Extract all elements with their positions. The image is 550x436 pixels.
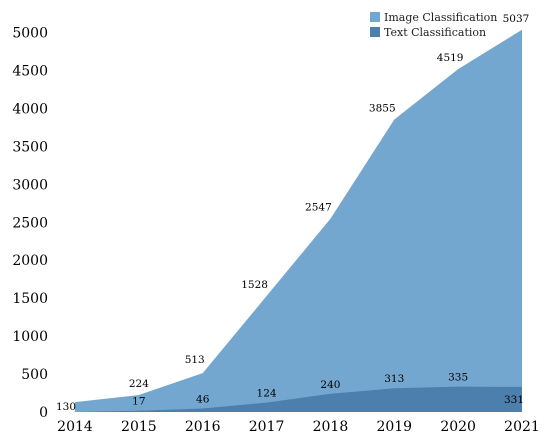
x-tick-label: 2019	[376, 419, 412, 435]
area-series-text-classification	[75, 386, 522, 412]
y-tick-label: 500	[21, 367, 48, 383]
y-tick-label: 2500	[12, 215, 48, 231]
chart-areas	[75, 29, 522, 413]
chart-axes: 0 500 1000 1500 2000 2500 3000 3500 4000 4500 5000…	[12, 26, 539, 435]
y-tick-label: 2000	[12, 253, 48, 269]
chart-legend: Image Classification Text Classification	[370, 11, 497, 39]
y-tick-label: 1500	[12, 291, 48, 307]
legend-label: Image Classification	[384, 11, 497, 24]
x-tick-label: 2017	[249, 419, 285, 435]
data-label-image-classification: 3855	[369, 102, 396, 114]
area-series-image-classification	[75, 29, 522, 413]
x-tick-label: 2018	[313, 419, 349, 435]
legend-swatch	[370, 12, 380, 22]
data-label-image-classification: 2547	[305, 202, 332, 214]
chart-data-labels: 130 224 513 1528 2547 3855 4519 5037 17 46 124 240 3…	[56, 13, 529, 413]
data-label-image-classification: 5037	[503, 13, 530, 25]
legend-label: Text Classification	[384, 26, 486, 39]
data-label-text-classification: 313	[384, 373, 404, 385]
y-tick-label: 3000	[12, 177, 48, 193]
x-tick-label: 2021	[504, 419, 540, 435]
data-label-image-classification: 130	[56, 401, 76, 413]
x-tick-label: 2015	[121, 419, 157, 435]
y-tick-label: 4500	[12, 64, 48, 80]
data-label-text-classification: 335	[448, 372, 468, 384]
data-label-image-classification: 224	[129, 378, 149, 390]
data-label-text-classification: 124	[257, 388, 277, 400]
legend-swatch	[370, 27, 380, 37]
data-label-text-classification: 240	[320, 379, 340, 391]
data-label-text-classification: 331	[504, 394, 524, 406]
x-tick-label: 2014	[57, 419, 93, 435]
data-label-image-classification: 4519	[437, 52, 464, 64]
y-tick-label: 1000	[12, 329, 48, 345]
y-tick-label: 3500	[12, 139, 48, 155]
data-label-image-classification: 1528	[241, 279, 268, 291]
y-tick-label: 4000	[12, 101, 48, 117]
data-label-text-classification: 17	[132, 396, 145, 408]
y-tick-label: 0	[39, 405, 48, 421]
y-tick-label: 5000	[12, 26, 48, 42]
x-tick-label: 2016	[185, 419, 221, 435]
data-label-image-classification: 513	[185, 354, 205, 366]
data-label-text-classification: 46	[196, 394, 210, 406]
x-tick-label: 2020	[440, 419, 476, 435]
